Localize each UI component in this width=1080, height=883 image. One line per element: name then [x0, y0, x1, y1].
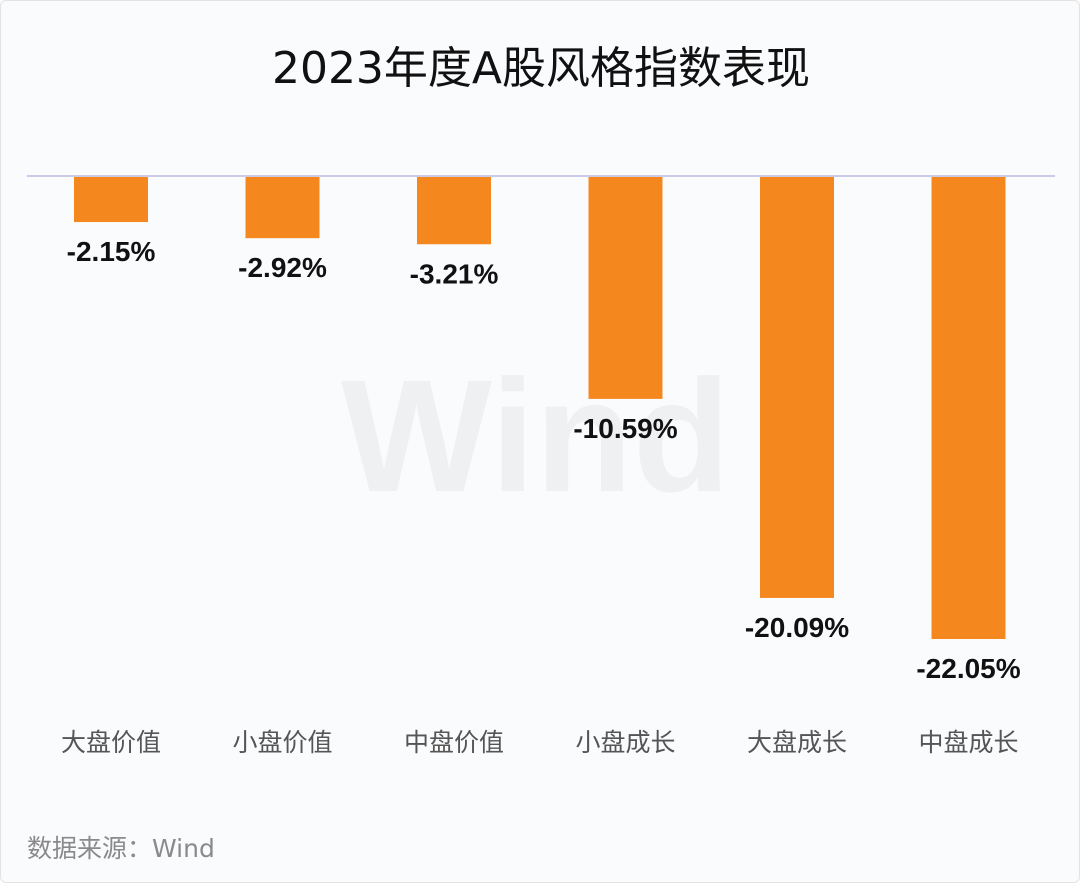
data-label-3: -3.21% — [410, 258, 499, 289]
category-label-4: 小盘成长 — [575, 728, 675, 757]
category-label-1: 大盘价值 — [61, 728, 161, 757]
category-label-6: 中盘成长 — [918, 728, 1018, 757]
bar-5 — [760, 177, 834, 598]
category-label-3: 中盘价值 — [404, 728, 504, 757]
bar-6 — [931, 177, 1006, 639]
data-label-1: -2.15% — [67, 236, 156, 267]
category-label-2: 小盘价值 — [232, 728, 332, 757]
data-label-2: -2.92% — [238, 252, 327, 283]
data-source: 数据来源：Wind — [27, 834, 215, 863]
watermark-logo: Wind — [341, 356, 731, 516]
bar-3 — [417, 177, 491, 245]
watermark-text: Wind — [341, 356, 731, 516]
data-label-6: -22.05% — [916, 653, 1020, 684]
chart-title: 2023年度A股风格指数表现 — [271, 43, 811, 94]
bar-1 — [74, 177, 148, 223]
bar-4 — [588, 177, 663, 399]
data-label-5: -20.09% — [745, 612, 849, 643]
bar-2 — [245, 177, 320, 239]
data-label-4: -10.59% — [573, 413, 677, 444]
category-label-5: 大盘成长 — [747, 728, 847, 757]
